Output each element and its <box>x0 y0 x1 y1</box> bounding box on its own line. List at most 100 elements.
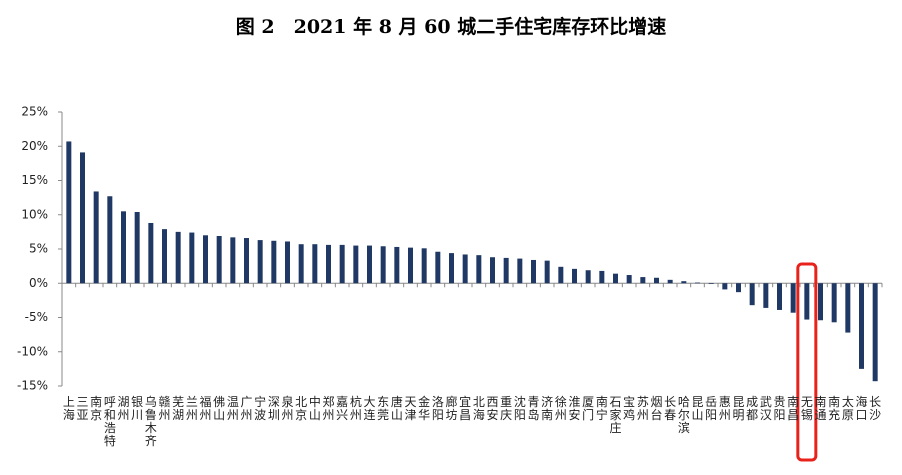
bar <box>763 283 769 308</box>
y-tick-label: 20% <box>21 139 48 153</box>
x-tick-label: 北海 <box>472 395 485 422</box>
chart-title: 图 2 2021 年 8 月 60 城二手住宅库存环比增速 <box>236 15 666 38</box>
bar <box>449 253 454 284</box>
x-tick-label: 温州 <box>226 395 239 422</box>
x-tick-label: 青岛 <box>527 395 540 422</box>
y-tick-label: 5% <box>29 242 48 256</box>
x-tick-label: 厦门 <box>582 395 595 422</box>
x-tick-label: 南京 <box>90 395 103 422</box>
x-tick-label: 深圳 <box>267 395 280 422</box>
x-tick-label: 三亚 <box>76 395 89 422</box>
y-tick-label: -15% <box>17 379 48 393</box>
x-tick-label: 西安 <box>486 395 499 422</box>
bar <box>230 237 236 284</box>
x-tick-label: 昆明 <box>732 395 745 422</box>
x-tick-label: 贵阳 <box>773 395 786 422</box>
x-tick-label: 兰州 <box>185 395 198 422</box>
x-tick-label: 苏州 <box>636 395 649 422</box>
bar <box>585 270 591 284</box>
x-tick-label: 郑州 <box>322 395 335 422</box>
bar <box>503 257 509 284</box>
x-tick-label: 乌鲁木齐 <box>144 395 157 448</box>
bar <box>435 251 441 284</box>
x-tick-label: 惠州 <box>718 395 731 422</box>
bar <box>312 244 318 284</box>
bar <box>298 244 304 284</box>
bar <box>326 244 331 284</box>
x-tick-label: 南通 <box>814 395 827 422</box>
bar <box>872 283 878 382</box>
bar <box>544 260 550 284</box>
x-tick-label: 长沙 <box>869 395 882 422</box>
bar <box>353 245 359 284</box>
bar <box>394 246 400 284</box>
bar <box>859 283 864 369</box>
bar <box>640 277 646 284</box>
x-tick-label: 金华 <box>418 395 431 422</box>
bar <box>818 283 823 321</box>
x-tick-label: 南充 <box>828 395 841 422</box>
bar <box>695 282 700 284</box>
x-tick-label: 上海 <box>62 395 75 422</box>
x-tick-label: 哈尔滨 <box>677 395 690 435</box>
x-tick-label: 东莞 <box>377 395 390 422</box>
bar <box>613 273 618 284</box>
bar <box>831 283 837 323</box>
x-tick-label: 南昌 <box>787 395 800 422</box>
x-tick-label: 银川 <box>131 395 144 422</box>
x-tick-label: 赣州 <box>158 395 171 422</box>
x-tick-label: 太原 <box>841 395 854 422</box>
x-tick-label: 成都 <box>746 395 759 422</box>
bar <box>121 211 126 284</box>
bar <box>244 238 249 284</box>
bar <box>216 235 222 284</box>
x-tick-label: 海口 <box>855 395 868 422</box>
x-tick-label: 北京 <box>295 395 308 422</box>
x-tick-label: 福州 <box>199 395 212 422</box>
bar <box>148 222 154 284</box>
x-tick-label: 济南 <box>541 395 554 422</box>
y-tick-label: 0% <box>29 276 48 290</box>
x-tick-label: 石家庄 <box>609 395 622 435</box>
x-tick-label: 烟台 <box>650 395 663 422</box>
bar <box>421 248 427 284</box>
x-tick-label: 宝鸡 <box>623 395 636 422</box>
bar <box>599 270 605 284</box>
x-tick-label: 徐州 <box>554 395 567 422</box>
x-tick-label: 泉州 <box>281 395 294 422</box>
bar <box>626 275 632 284</box>
y-tick-label: 25% <box>21 105 48 119</box>
y-tick-label: -5% <box>25 310 48 324</box>
x-tick-label: 呼和浩特 <box>103 395 116 448</box>
bar <box>476 255 482 284</box>
x-tick-label: 长春 <box>664 395 677 422</box>
highlight-box <box>796 262 818 462</box>
y-tick-label: 15% <box>21 173 48 187</box>
x-tick-label: 岳阳 <box>705 395 718 422</box>
bar <box>708 283 714 284</box>
x-tick-label: 淮安 <box>568 395 581 422</box>
bar <box>285 241 290 284</box>
bar <box>490 257 495 284</box>
bar <box>271 240 277 284</box>
x-tick-label: 宜昌 <box>459 395 472 422</box>
bar <box>749 283 755 306</box>
bar <box>558 266 564 284</box>
x-tick-label: 大连 <box>363 395 376 422</box>
x-tick-label: 唐山 <box>390 395 403 422</box>
x-tick-label: 武汉 <box>759 395 772 422</box>
bar <box>107 196 113 284</box>
x-tick-label: 重庆 <box>500 395 513 422</box>
bar <box>736 283 741 293</box>
x-tick-label: 湖州 <box>117 395 130 422</box>
bar <box>134 212 140 284</box>
x-tick-label: 沈阳 <box>513 395 526 422</box>
bar <box>66 141 72 284</box>
x-tick-label: 芜湖 <box>172 395 185 422</box>
bar <box>175 231 181 284</box>
bar <box>517 258 523 284</box>
bar <box>462 254 468 284</box>
x-tick-label: 洛阳 <box>431 395 444 422</box>
bar <box>257 240 263 284</box>
x-tick-label: 南宁 <box>595 395 608 422</box>
